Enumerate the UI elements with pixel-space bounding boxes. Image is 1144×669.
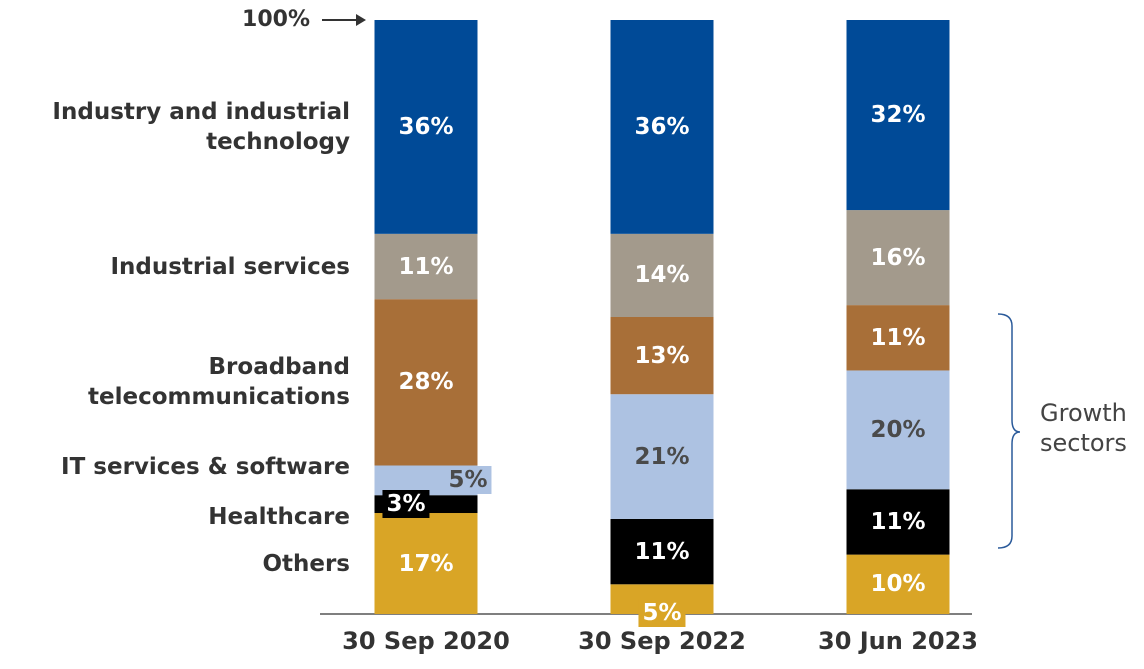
value-label: 11% xyxy=(870,508,926,535)
legend-label: Broadband telecommunications xyxy=(88,354,350,411)
x-tick-label: 30 Jun 2023 xyxy=(817,627,979,655)
value-label: 17% xyxy=(398,550,454,577)
bar-segment xyxy=(374,299,478,466)
value-label: 20% xyxy=(870,416,926,443)
legend-label: IT services & software xyxy=(61,454,350,481)
value-label: 36% xyxy=(634,113,690,140)
value-label: 36% xyxy=(398,113,454,140)
x-tick-label: 30 Sep 2020 xyxy=(342,627,510,655)
bar-segment xyxy=(374,513,478,614)
value-label: 3% xyxy=(382,490,430,519)
bar-segment xyxy=(846,370,950,490)
legend-label: Healthcare xyxy=(208,504,350,531)
bar-segment xyxy=(610,518,714,585)
value-label: 11% xyxy=(870,324,926,351)
bar-segment xyxy=(374,233,478,300)
bar-segment xyxy=(846,554,950,614)
bar-segment xyxy=(846,20,950,211)
value-label: 5% xyxy=(638,599,686,628)
bar-segment xyxy=(846,489,950,555)
value-label: 13% xyxy=(634,342,690,369)
value-label: 28% xyxy=(398,369,454,396)
value-label: 16% xyxy=(870,244,926,271)
arrow-head xyxy=(356,14,366,26)
value-label: 32% xyxy=(870,102,926,129)
value-label: 5% xyxy=(444,466,492,495)
value-label: 10% xyxy=(870,571,926,598)
value-label: 21% xyxy=(634,443,690,470)
value-label: 14% xyxy=(634,262,690,289)
value-label: 11% xyxy=(634,538,690,565)
top-annotation: 100% xyxy=(242,7,310,32)
bar-segment xyxy=(846,305,950,371)
bar-segment xyxy=(610,233,714,317)
value-label: 11% xyxy=(398,253,454,280)
growth-bracket xyxy=(997,313,1021,549)
bar-segment xyxy=(374,20,478,234)
bar-segment xyxy=(610,394,714,519)
legend-label: Industry and industrial technology xyxy=(52,98,350,155)
x-tick-label: 30 Sep 2022 xyxy=(578,627,746,655)
bar-segment xyxy=(610,317,714,395)
bar-segment xyxy=(610,20,714,234)
growth-annotation: Growth sectors xyxy=(1040,399,1127,457)
legend-label: Industrial services xyxy=(110,253,350,280)
legend-label: Others xyxy=(262,550,350,577)
bar-segment xyxy=(846,210,950,306)
